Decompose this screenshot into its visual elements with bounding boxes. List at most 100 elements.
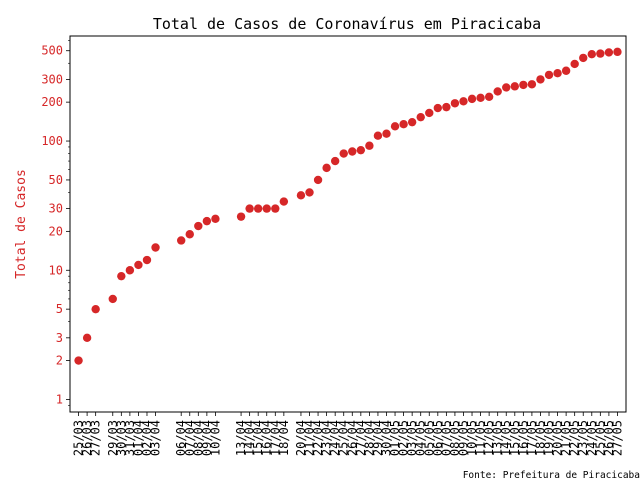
data-point [356, 145, 366, 155]
x-tick-label: 16/05 [516, 420, 530, 456]
data-point [407, 117, 417, 127]
x-tick-label: 27/03 [89, 420, 103, 456]
data-points [74, 47, 622, 365]
x-tick-label: 15/05 [508, 420, 522, 456]
data-point [236, 212, 246, 221]
x-tick-label: 01/04 [131, 420, 145, 456]
x-tick-label: 28/04 [362, 420, 376, 456]
x-tick-label: 27/05 [610, 420, 624, 456]
x-tick-label: 25/04 [337, 420, 351, 456]
x-tick-label: 26/05 [602, 420, 616, 456]
x-tick-label: 07/04 [183, 420, 197, 456]
data-point [476, 93, 485, 103]
data-point [553, 68, 562, 78]
data-point [211, 214, 220, 224]
data-point [596, 49, 605, 58]
y-tick-label: 200 [41, 95, 63, 109]
data-point [202, 216, 212, 226]
x-tick-label: 09/05 [456, 420, 470, 456]
data-point [382, 129, 391, 138]
x-tick-label: 21/05 [559, 420, 573, 456]
data-point [519, 80, 528, 90]
data-point [510, 82, 519, 91]
data-point [245, 204, 254, 213]
x-tick-label: 25/05 [593, 420, 607, 456]
x-tick-label: 29/03 [106, 420, 120, 456]
x-tick-label: 23/04 [320, 420, 334, 456]
data-point [142, 255, 152, 265]
data-point [570, 59, 579, 69]
data-point [527, 80, 537, 89]
x-tick-label: 08/04 [191, 420, 205, 456]
plot-area-frame [69, 35, 627, 413]
x-tick-label: 29/04 [371, 420, 385, 456]
data-point [450, 99, 460, 108]
x-tick-label: 02/05 [397, 420, 411, 456]
data-point [442, 102, 451, 112]
y-tick-label: 500 [41, 44, 63, 58]
x-tick-label: 07/05 [439, 420, 453, 456]
data-point [91, 304, 100, 314]
x-tick-label: 05/05 [422, 420, 436, 456]
data-point [544, 70, 554, 80]
data-point [194, 221, 203, 231]
data-point [604, 48, 614, 57]
data-point [399, 120, 408, 129]
data-point [433, 103, 443, 113]
x-tick-label: 18/04 [277, 420, 291, 456]
x-tick-label: 24/05 [585, 420, 599, 456]
x-tick-label: 19/05 [542, 420, 556, 456]
x-tick-label: 10/05 [465, 420, 479, 456]
x-tick-label: 27/04 [354, 420, 368, 456]
x-tick-label: 08/05 [448, 420, 462, 456]
data-point [151, 243, 160, 252]
x-tick-label: 06/04 [174, 420, 188, 456]
x-tick-label: 03/04 [149, 420, 163, 456]
x-tick-label: 09/04 [200, 420, 214, 456]
x-tick-label: 22/04 [311, 420, 325, 456]
y-tick-label: 10 [49, 263, 63, 277]
data-point [330, 156, 340, 166]
x-tick-label: 30/03 [114, 420, 128, 456]
x-tick-label: 03/05 [405, 420, 419, 456]
data-point [322, 163, 331, 173]
data-point [305, 188, 314, 197]
data-point [502, 83, 511, 92]
y-axis-label: Total de Casos [14, 169, 29, 279]
y-axis-ticks: 1 2 3 5 10 20 30 50 100 200 300 500 [41, 40, 70, 406]
y-tick-label: 100 [41, 134, 63, 148]
data-point [561, 66, 571, 75]
y-tick-label: 5 [56, 302, 63, 316]
data-point [390, 122, 400, 131]
data-point [279, 197, 289, 206]
data-point [117, 271, 126, 281]
data-point [425, 108, 434, 118]
source-note: Fonte: Prefeitura de Piracicaba [463, 470, 640, 480]
x-tick-label: 17/04 [268, 420, 282, 456]
x-tick-label: 22/05 [568, 420, 582, 456]
data-point [493, 87, 502, 96]
data-point [82, 333, 92, 343]
x-tick-label: 18/05 [533, 420, 547, 456]
data-point [296, 191, 306, 200]
data-point [365, 141, 374, 150]
y-tick-label: 50 [49, 173, 63, 187]
x-tick-label: 31/03 [123, 420, 137, 456]
data-point [177, 236, 186, 245]
y-tick-label: 20 [49, 224, 63, 238]
data-point [313, 175, 323, 185]
data-point [484, 92, 494, 101]
x-tick-label: 13/05 [491, 420, 505, 456]
x-tick-label: 30/04 [379, 420, 393, 456]
data-point [339, 149, 348, 158]
x-tick-label: 17/05 [525, 420, 539, 456]
data-point [185, 230, 194, 239]
x-tick-label: 16/04 [260, 420, 274, 456]
y-tick-label: 1 [56, 392, 63, 406]
y-tick-label: 30 [49, 202, 63, 216]
x-tick-label: 12/05 [482, 420, 496, 456]
x-tick-label: 11/05 [474, 420, 488, 456]
data-point [74, 356, 83, 365]
